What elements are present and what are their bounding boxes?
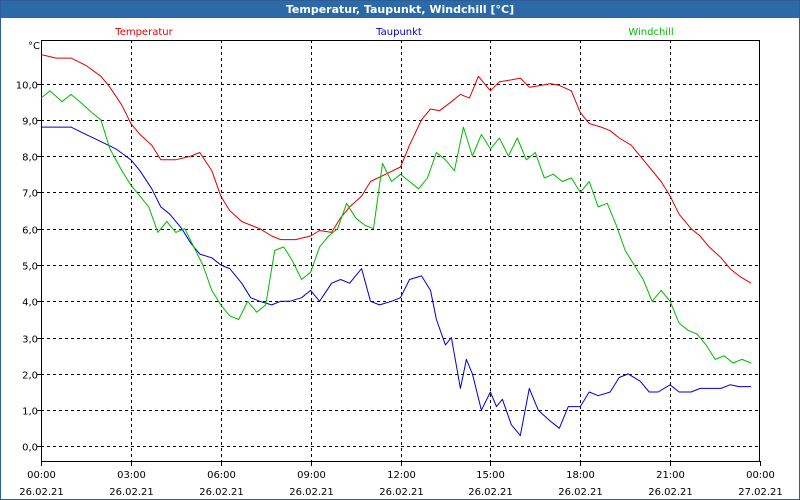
series-line-temperatur	[40, 54, 752, 284]
x-tick-label-date: 26.02.21	[199, 487, 244, 498]
x-tick-label-time: 00:00	[27, 470, 56, 481]
y-tick-label: 2,0	[22, 371, 38, 382]
x-tick-label-time: 00:00	[746, 470, 775, 481]
x-tick-label-date: 26.02.21	[468, 487, 513, 498]
legend-temperatur: Temperatur	[114, 27, 173, 38]
x-tick-label-time: 21:00	[656, 470, 685, 481]
x-tick-label-date: 26.02.21	[109, 487, 154, 498]
legend: Temperatur Taupunkt Windchill	[114, 27, 673, 38]
y-tick-label: 1,0	[22, 407, 38, 418]
y-tick-label: 10,0	[16, 81, 38, 92]
series-line-windchill	[40, 90, 752, 364]
line-chart: 0,0 1,0 2,0 3,0 4,0 5,0 6,0 7,0 8,0 9,0 10,0 00:00 2…	[16, 27, 783, 498]
x-tick-label-time: 06:00	[207, 470, 236, 481]
y-tick-label: 0,0	[22, 443, 38, 454]
y-axis-unit: °C	[28, 41, 40, 52]
grid	[41, 40, 760, 461]
axes	[37, 40, 761, 466]
x-tick-label-time: 12:00	[387, 470, 416, 481]
y-tick-label: 3,0	[22, 335, 38, 346]
legend-taupunkt: Taupunkt	[375, 27, 422, 38]
x-tick-label-date: 26.02.21	[19, 487, 64, 498]
window-title: Temperatur, Taupunkt, Windchill [°C]	[1, 1, 799, 18]
x-tick-label-date: 26.02.21	[648, 487, 693, 498]
legend-windchill: Windchill	[628, 27, 673, 38]
x-tick-label-date: 27.02.21	[738, 487, 783, 498]
y-tick-label: 6,0	[22, 226, 38, 237]
x-tick-label-time: 18:00	[566, 470, 595, 481]
series-line-taupunkt	[41, 126, 751, 437]
y-tick-label: 7,0	[22, 189, 38, 200]
x-tick-label-date: 26.02.21	[289, 487, 334, 498]
y-tick-label: 8,0	[22, 153, 38, 164]
x-tick-label-time: 15:00	[476, 470, 505, 481]
x-tick-label-time: 03:00	[117, 470, 146, 481]
x-tick-label-date: 26.02.21	[558, 487, 603, 498]
x-tick-label-time: 09:00	[297, 470, 326, 481]
y-tick-label: 5,0	[22, 262, 38, 273]
plot-frame	[41, 40, 760, 462]
x-tick-label-date: 26.02.21	[379, 487, 424, 498]
tick-labels: 0,0 1,0 2,0 3,0 4,0 5,0 6,0 7,0 8,0 9,0 10,0 00:00 2…	[16, 41, 783, 498]
series-lines	[40, 54, 752, 437]
y-tick-label: 9,0	[22, 117, 38, 128]
y-tick-label: 4,0	[22, 298, 38, 309]
